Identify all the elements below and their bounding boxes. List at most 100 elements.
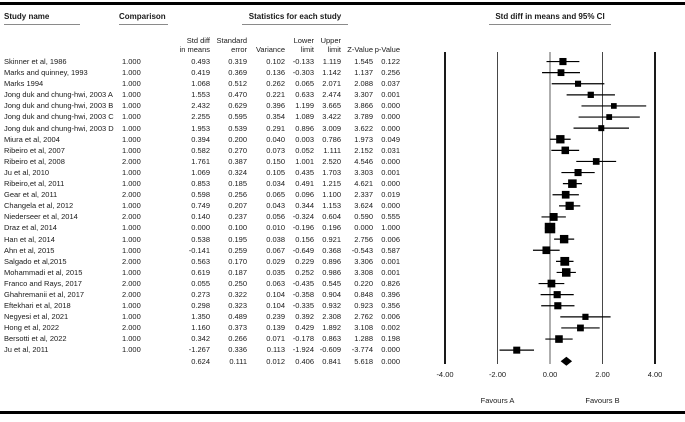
cell-lower-limit: 0.392 bbox=[295, 312, 314, 322]
cell-p-value: 1.000 bbox=[381, 223, 400, 233]
table-row: Ribeiro et al, 2007 1.000 0.582 0.270 0.073 0… bbox=[0, 145, 400, 156]
cell-z-value: 1.973 bbox=[354, 134, 373, 144]
cell-study-name bbox=[0, 356, 117, 367]
cell-p-value: 0.002 bbox=[381, 323, 400, 333]
cell-std-err: 0.195 bbox=[228, 234, 247, 244]
cell-variance: 0.354 bbox=[266, 112, 285, 122]
cell-variance: 0.063 bbox=[266, 278, 285, 288]
effect-square bbox=[542, 246, 551, 255]
cell-p-value: 0.000 bbox=[381, 123, 400, 133]
cell-variance: 0.038 bbox=[266, 234, 285, 244]
table-row: Eftekhari et al, 2018 1.000 0.298 0.323 0.10… bbox=[0, 300, 400, 311]
cell-p-value: 0.031 bbox=[381, 145, 400, 155]
cell-z-value: 2.756 bbox=[354, 234, 373, 244]
cell-study-name: Gear et al, 2011 bbox=[4, 190, 58, 200]
cell-variance: 0.291 bbox=[266, 123, 285, 133]
cell-variance: 0.043 bbox=[266, 201, 285, 211]
cell-variance: 0.239 bbox=[266, 312, 285, 322]
cell-std-diff: 1.160 bbox=[191, 323, 210, 333]
cell-upper-limit: 1.153 bbox=[322, 201, 341, 211]
cell-upper-limit: 3.422 bbox=[322, 112, 341, 122]
cell-p-value: 0.396 bbox=[381, 289, 400, 299]
cell-z-value: 4.621 bbox=[354, 179, 373, 189]
cell-std-err: 0.187 bbox=[228, 267, 247, 277]
cell-comparison: 1.000 bbox=[122, 79, 141, 89]
table-row: Jong duk and chung-hwi, 2003 C 1.000 2.255… bbox=[0, 111, 400, 122]
cell-z-value: 3.624 bbox=[354, 201, 373, 211]
cell-z-value: -3.774 bbox=[351, 345, 373, 355]
cell-comparison: 2.000 bbox=[122, 156, 141, 166]
cell-p-value: 0.006 bbox=[381, 312, 400, 322]
cell-p-value: 0.000 bbox=[381, 101, 400, 111]
cell-study-name: Changela et al, 2012 bbox=[4, 201, 74, 211]
cell-std-diff: 0.419 bbox=[191, 68, 210, 78]
cell-comparison: 1.000 bbox=[122, 245, 141, 255]
table-row: Franco and Rays, 2017 2.000 0.055 0.250 0.06… bbox=[0, 278, 400, 289]
table-row: Gear et al, 2011 2.000 0.598 0.256 0.065 0.09… bbox=[0, 189, 400, 200]
cell-variance: 0.139 bbox=[266, 323, 285, 333]
cell-std-err: 0.629 bbox=[228, 101, 247, 111]
cell-p-value: 0.122 bbox=[381, 57, 400, 66]
cell-z-value: 0.848 bbox=[354, 289, 373, 299]
table-row: Miura et al, 2004 1.000 0.394 0.200 0.040 0.0… bbox=[0, 134, 400, 145]
cell-upper-limit: 0.786 bbox=[322, 134, 341, 144]
cell-p-value: 0.001 bbox=[381, 90, 400, 100]
cell-std-diff: 2.432 bbox=[191, 101, 210, 111]
cell-comparison: 1.000 bbox=[122, 134, 141, 144]
table-row: Ribeiro et al, 2008 2.000 1.761 0.387 0.150 1… bbox=[0, 156, 400, 167]
table-row: Changela et al, 2012 1.000 0.749 0.207 0.043… bbox=[0, 200, 400, 211]
cell-std-diff: 0.598 bbox=[191, 190, 210, 200]
cell-upper-limit: 0.368 bbox=[322, 245, 341, 255]
cell-z-value: 0.000 bbox=[354, 223, 373, 233]
table-row: Skinner et al, 1986 1.000 0.493 0.319 0.102-… bbox=[0, 56, 400, 67]
stat-column-header: Upper limit bbox=[320, 35, 341, 55]
cell-std-err: 0.369 bbox=[228, 68, 247, 78]
cell-study-name: Miura et al, 2004 bbox=[4, 134, 60, 144]
summary-diamond bbox=[560, 356, 573, 366]
cell-comparison: 1.000 bbox=[122, 123, 141, 133]
table-row: Ghahremanii et al, 2017 2.000 0.273 0.322 0.… bbox=[0, 289, 400, 300]
cell-lower-limit: 1.199 bbox=[295, 101, 314, 111]
cell-std-diff: 1.350 bbox=[191, 312, 210, 322]
cell-study-name: Eftekhari et al, 2018 bbox=[4, 301, 71, 311]
cell-lower-limit: -0.178 bbox=[292, 334, 314, 344]
cell-comparison: 1.000 bbox=[122, 223, 141, 233]
cell-std-diff: 0.493 bbox=[191, 57, 210, 66]
cell-upper-limit: 0.863 bbox=[322, 334, 341, 344]
cell-std-diff: 0.055 bbox=[191, 278, 210, 288]
effect-square bbox=[559, 234, 569, 244]
cell-comparison: 1.000 bbox=[122, 90, 141, 100]
cell-z-value: 2.337 bbox=[354, 190, 373, 200]
cell-z-value: 2.762 bbox=[354, 312, 373, 322]
effect-square bbox=[561, 268, 571, 277]
cell-study-name: Jong duk and chung-hwi, 2003 B bbox=[4, 101, 114, 111]
cell-comparison: 1.000 bbox=[122, 345, 141, 355]
cell-z-value: 1.545 bbox=[354, 57, 373, 66]
stat-column-header: Std diff in means bbox=[179, 35, 210, 55]
cell-study-name: Niederseer et al, 2014 bbox=[4, 212, 78, 222]
cell-study-name: Jong duk and chung-hwi, 2003 C bbox=[4, 112, 114, 122]
cell-upper-limit: 1.892 bbox=[322, 323, 341, 333]
cell-z-value: 3.303 bbox=[354, 167, 373, 177]
cell-p-value: 0.000 bbox=[381, 179, 400, 189]
cell-std-err: 0.323 bbox=[228, 301, 247, 311]
effect-square bbox=[574, 80, 582, 87]
cell-comparison: 1.000 bbox=[122, 179, 141, 189]
cell-variance: 0.221 bbox=[266, 90, 285, 100]
cell-std-err: 0.250 bbox=[228, 278, 247, 288]
effect-square bbox=[561, 146, 570, 155]
cell-variance: 0.056 bbox=[266, 212, 285, 222]
effect-square bbox=[553, 291, 561, 299]
cell-std-diff: 1.953 bbox=[191, 123, 210, 133]
cell-study-name: Ju et al, 2010 bbox=[4, 167, 50, 177]
cell-p-value: 0.000 bbox=[381, 156, 400, 166]
cell-z-value: 1.137 bbox=[354, 68, 373, 78]
cell-lower-limit: -0.335 bbox=[292, 301, 314, 311]
cell-comparison: 2.000 bbox=[122, 212, 141, 222]
cell-study-name: Draz et al, 2014 bbox=[4, 223, 57, 233]
cell-variance: 0.262 bbox=[266, 79, 285, 89]
table-row: Marks and quinney, 1993 1.000 0.419 0.369 0.… bbox=[0, 67, 400, 78]
cell-lower-limit: -0.649 bbox=[292, 245, 314, 255]
cell-study-name: Marks and quinney, 1993 bbox=[4, 68, 88, 78]
